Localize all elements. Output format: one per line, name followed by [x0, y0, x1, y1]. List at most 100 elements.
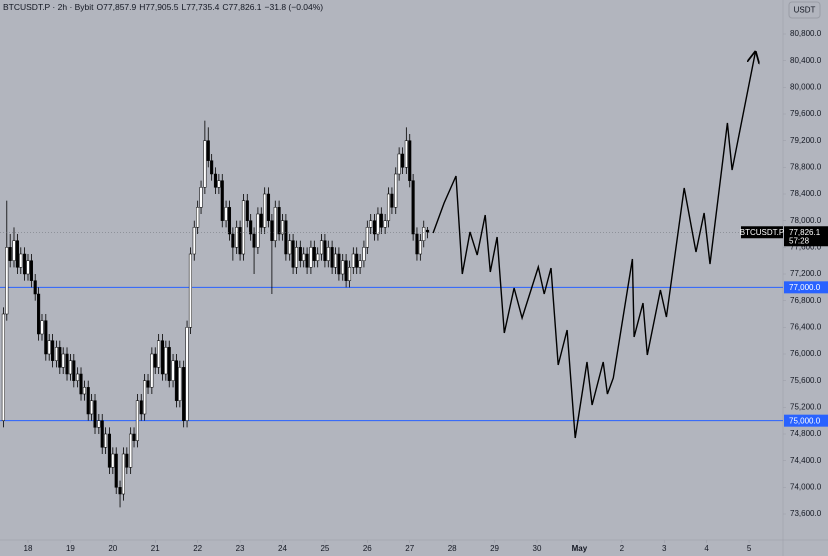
x-tick-label: 20 — [108, 544, 117, 553]
header: BTCUSDT.P · 2h · Bybit O77,857.9 H77,905.5… — [3, 2, 326, 12]
y-tick-label: 74,400.0 — [790, 456, 822, 465]
candle-body — [266, 193, 271, 221]
candle-body — [369, 220, 373, 228]
candle-body — [68, 360, 72, 375]
y-tick-label: 80,400.0 — [790, 56, 822, 65]
ohlc-open: O77,857.9 — [96, 2, 137, 12]
y-tick-label: 80,800.0 — [790, 29, 822, 38]
y-tick-label: 76,000.0 — [790, 349, 822, 358]
y-tick-label: 74,000.0 — [790, 482, 822, 491]
candle-body — [213, 173, 218, 188]
candle-body — [418, 240, 422, 255]
x-tick-label: 2 — [620, 544, 625, 553]
x-tick-label: 25 — [320, 544, 329, 553]
candle-body — [298, 247, 302, 261]
level-tag — [784, 281, 828, 294]
candle-body — [135, 400, 139, 441]
candle-body — [82, 387, 86, 395]
candle-body — [252, 233, 256, 248]
level-label: 75,000.0 — [789, 416, 821, 425]
y-tick-label: 76,800.0 — [790, 296, 822, 305]
candle-body — [65, 353, 69, 375]
candle-body — [397, 153, 401, 175]
x-tick-label: 28 — [448, 544, 457, 553]
candle-body — [280, 220, 285, 235]
x-tick-label: 4 — [704, 544, 709, 553]
candle-body — [333, 253, 338, 268]
y-tick-label: 75,200.0 — [790, 402, 822, 411]
candle-body — [196, 207, 200, 228]
currency-button-label[interactable]: USDT — [794, 6, 816, 15]
candle-body — [309, 247, 313, 268]
y-tick-label: 79,600.0 — [790, 109, 822, 118]
candle-body — [337, 253, 341, 275]
candle-body — [104, 433, 108, 448]
x-tick-label: 24 — [278, 544, 287, 553]
ohlc-close: C77,826.1 — [222, 2, 262, 12]
candle-body — [294, 247, 299, 268]
candle-body — [100, 420, 104, 448]
candle-body — [291, 240, 295, 268]
candle-body — [227, 207, 232, 235]
candle-body — [270, 220, 274, 241]
y-tick-label: 77,600.0 — [790, 242, 822, 251]
candle-body — [174, 360, 179, 401]
candle-body — [61, 353, 65, 368]
currency-button[interactable] — [788, 1, 821, 19]
level-tag — [784, 414, 828, 427]
ohlc-low: L77,735.4 — [181, 2, 220, 12]
candle-body — [241, 200, 246, 255]
candle-body — [316, 253, 320, 261]
candle-body — [146, 380, 150, 388]
y-tick-label: 75,600.0 — [790, 376, 822, 385]
candle-body — [1, 313, 5, 421]
price-tag-label: 77,826.1 — [789, 228, 821, 237]
candle-body — [365, 227, 369, 248]
x-tick-label: May — [572, 544, 588, 553]
candle-body — [26, 260, 30, 275]
y-tick-label: 77,200.0 — [790, 269, 822, 278]
candle-body — [323, 240, 327, 261]
candle-body — [355, 253, 359, 268]
candle-body — [40, 320, 44, 335]
y-tick-label: 78,800.0 — [790, 162, 822, 171]
ohlc-change: −31.8 (−0.04%) — [264, 2, 324, 12]
candle-body — [235, 227, 239, 248]
ohlc-high: H77,905.5 — [139, 2, 179, 12]
candle-body — [15, 240, 19, 268]
candle-body — [129, 433, 133, 468]
candle-body — [44, 320, 48, 355]
candle-body — [93, 400, 97, 428]
x-tick-label: 29 — [490, 544, 499, 553]
candle-body — [284, 220, 288, 255]
candle-body — [114, 453, 118, 488]
candle-body — [23, 253, 27, 275]
x-tick-label: 5 — [747, 544, 752, 553]
candle-body — [107, 433, 111, 468]
candle-body — [376, 213, 380, 235]
candle-body — [351, 253, 355, 268]
x-tick-label: 18 — [24, 544, 33, 553]
candle-body — [347, 267, 352, 281]
candle-body — [51, 340, 55, 361]
x-tick-label: 3 — [662, 544, 667, 553]
x-tick-label: 26 — [363, 544, 372, 553]
candle-body — [125, 453, 129, 468]
candle-body — [171, 360, 175, 381]
candle-body — [330, 247, 334, 268]
candle-body — [58, 347, 62, 368]
candle-body — [185, 327, 189, 421]
y-tick-label: 76,400.0 — [790, 322, 822, 331]
candle-body — [302, 253, 306, 261]
candle-body — [150, 353, 154, 388]
candle-body — [273, 207, 277, 241]
candle-body — [206, 140, 210, 161]
candle-body — [97, 420, 101, 428]
candle-body — [231, 233, 235, 248]
y-tick-label: 73,600.0 — [790, 509, 822, 518]
candle-body — [76, 373, 80, 381]
candle-body — [86, 387, 90, 415]
candle-body — [5, 247, 9, 315]
candle-body — [344, 260, 348, 281]
candle-body — [238, 227, 242, 255]
